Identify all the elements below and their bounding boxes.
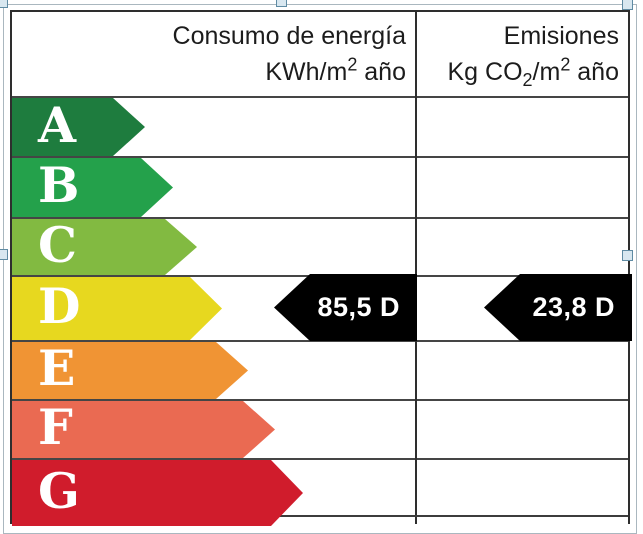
selection-handle-top-left[interactable] (0, 0, 8, 8)
rating-letter-c: C (38, 215, 77, 274)
rating-row-f: F (12, 399, 628, 458)
table-bottom-border (12, 515, 628, 517)
energy-rating-table: Consumo de energía KWh/m2 año Emisiones … (10, 10, 632, 526)
selection-handle-top-right[interactable] (622, 0, 633, 10)
emissions-title: Emisiones (503, 22, 619, 50)
column-divider (415, 12, 417, 524)
emissions-unit: Kg CO2/m2 año (447, 54, 619, 90)
rating-letter-g: G (38, 461, 80, 520)
rating-arrow-a: A (12, 98, 145, 156)
rating-row-b: B (12, 156, 628, 217)
rating-letter-b: B (38, 156, 80, 214)
consumption-value-label: 85,5 D (317, 292, 400, 322)
rating-letter-d: D (38, 277, 81, 335)
rating-arrow-d: D (12, 277, 222, 340)
rating-arrow-f: F (12, 401, 275, 458)
selection-handle-top-middle[interactable] (276, 0, 287, 7)
rating-letter-f: F (38, 398, 73, 456)
rating-row-a: A (12, 96, 628, 156)
selection-handle-left-middle[interactable] (0, 249, 8, 260)
emissions-value-arrow: 23,8 D (484, 274, 632, 341)
rating-row-e: E (12, 340, 628, 399)
selection-handle-right-middle[interactable] (622, 250, 633, 261)
rating-letter-e: E (38, 339, 76, 397)
rating-arrow-e: E (12, 342, 248, 399)
table-header: Consumo de energía KWh/m2 año Emisiones … (12, 12, 628, 96)
rating-row-g: G (12, 458, 628, 526)
consumption-title: Consumo de energía (172, 22, 406, 50)
emissions-value-label: 23,8 D (532, 292, 615, 322)
rating-letter-a: A (38, 95, 77, 154)
rating-arrow-c: C (12, 219, 197, 275)
rating-arrow-b: B (12, 158, 173, 217)
consumption-header: Consumo de energía KWh/m2 año (12, 12, 415, 96)
emissions-header: Emisiones Kg CO2/m2 año (415, 12, 628, 96)
consumption-unit: KWh/m2 año (265, 54, 406, 86)
rating-arrow-g: G (12, 460, 303, 526)
rating-row-c: C (12, 217, 628, 275)
